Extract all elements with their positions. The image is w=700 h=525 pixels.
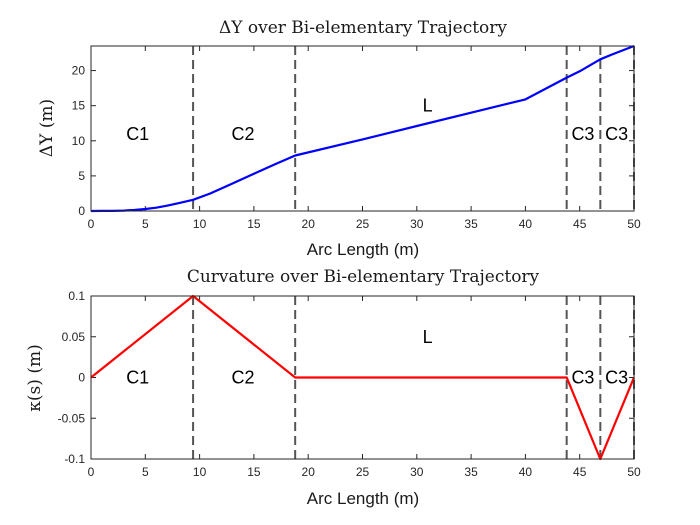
region-label: C3 — [605, 368, 628, 388]
y-tick-label: 5 — [78, 169, 85, 183]
tick-layer: 0 5 10 15 20 25 30 35 40 45 50 0 5 10 15 20 — [72, 46, 641, 231]
x-tick-label: 10 — [193, 217, 207, 231]
y-tick-label: 20 — [72, 64, 86, 78]
axes-box — [90, 45, 635, 212]
x-tick-label: 20 — [302, 465, 316, 479]
y-axis-label: ΔY (m) — [37, 99, 57, 157]
x-axis-label: Arc Length (m) — [307, 240, 419, 259]
x-tick-label: 40 — [519, 465, 533, 479]
chart-curvature: Curvature over Bi-elementary Trajectory … — [25, 267, 641, 508]
axes-box — [90, 295, 635, 460]
region-label: C3 — [571, 124, 594, 144]
divider-layer — [192, 46, 635, 211]
y-tick-label: -0.1 — [64, 452, 85, 466]
region-label: C1 — [126, 368, 149, 388]
x-tick-label: 50 — [627, 217, 641, 231]
chart-title: ΔY over Bi-elementary Trajectory — [219, 18, 507, 38]
x-tick-label: 15 — [247, 465, 261, 479]
x-tick-label: 5 — [142, 217, 149, 231]
x-tick-label: 30 — [410, 465, 424, 479]
x-tick-label: 0 — [88, 465, 95, 479]
region-label: C3 — [571, 368, 594, 388]
y-tick-label: 15 — [72, 99, 86, 113]
tick-layer: 0 5 10 15 20 25 30 35 40 45 50 -0.1 -0.05 0 0.05 0.1 — [58, 289, 641, 479]
x-tick-label: 50 — [627, 465, 641, 479]
x-tick-label: 35 — [464, 465, 478, 479]
x-axis-label: Arc Length (m) — [307, 489, 419, 508]
series-layer — [90, 44, 635, 213]
region-label: C3 — [605, 124, 628, 144]
series-layer — [90, 294, 636, 461]
y-axis-label: κ(s) (m) — [25, 344, 45, 411]
region-label: L — [423, 96, 433, 116]
series-line — [90, 44, 635, 213]
series-line — [90, 294, 636, 461]
y-tick-label: 0 — [78, 371, 85, 385]
x-tick-label: 30 — [410, 217, 424, 231]
x-tick-label: 45 — [573, 217, 587, 231]
y-tick-label: 0.05 — [62, 330, 86, 344]
y-tick-label: 0.1 — [68, 289, 85, 303]
x-tick-label: 15 — [247, 217, 261, 231]
region-label: C1 — [126, 124, 149, 144]
region-label: C2 — [232, 124, 255, 144]
x-tick-label: 25 — [356, 217, 370, 231]
chart-title: Curvature over Bi-elementary Trajectory — [187, 267, 540, 287]
region-label: L — [423, 327, 433, 347]
x-tick-label: 0 — [88, 217, 95, 231]
region-label: C2 — [232, 368, 255, 388]
region-label-layer: C1 C2 L C3 C3 — [126, 327, 628, 388]
x-tick-label: 20 — [302, 217, 316, 231]
x-tick-label: 10 — [193, 465, 207, 479]
y-tick-label: 0 — [78, 204, 85, 218]
x-tick-label: 25 — [356, 465, 370, 479]
x-tick-label: 40 — [519, 217, 533, 231]
x-tick-label: 5 — [142, 465, 149, 479]
y-tick-label: -0.05 — [58, 411, 86, 425]
x-tick-label: 45 — [573, 465, 587, 479]
x-tick-label: 35 — [464, 217, 478, 231]
y-tick-label: 10 — [72, 134, 86, 148]
region-label-layer: C1 C2 L C3 C3 — [126, 96, 628, 144]
chart-dy: ΔY over Bi-elementary Trajectory 0 5 10 15 2… — [37, 18, 641, 259]
